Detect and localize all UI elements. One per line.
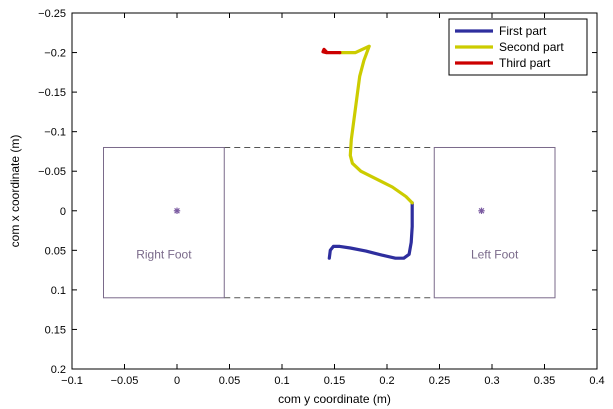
legend-entry: First part <box>499 24 547 38</box>
x-tick-label: 0.25 <box>429 375 450 387</box>
foot-center-marker <box>174 207 180 214</box>
x-tick-label: 0.4 <box>589 375 604 387</box>
foot-label: Right Foot <box>136 247 192 261</box>
y-tick-label: 0.1 <box>51 285 66 297</box>
series-line <box>327 201 414 260</box>
y-tick-label: −0.25 <box>38 8 66 20</box>
foot-box <box>103 146 225 299</box>
series-line <box>338 44 414 205</box>
x-axis-label: com y coordinate (m) <box>278 392 391 406</box>
series-line <box>321 47 342 55</box>
foot-label: Left Foot <box>471 247 519 261</box>
x-tick-label: 0.35 <box>534 375 555 387</box>
legend-entry: Second part <box>499 40 564 54</box>
x-tick-label: 0.1 <box>274 375 289 387</box>
y-tick-label: 0 <box>60 206 66 218</box>
feet-layer: Right Foot Left Foot <box>103 146 556 299</box>
x-tick-label: −0.05 <box>111 375 139 387</box>
y-tick-label: −0.15 <box>38 87 66 99</box>
legend-entry: Third part <box>499 56 551 70</box>
y-tick-label: −0.2 <box>44 48 66 60</box>
x-tick-label: 0.05 <box>219 375 240 387</box>
x-tick-label: 0.3 <box>484 375 499 387</box>
y-axis-label: com x coordinate (m) <box>8 135 22 248</box>
y-tick-label: 0.15 <box>45 324 66 336</box>
x-tick-label: 0.15 <box>324 375 345 387</box>
foot-box <box>433 146 556 299</box>
y-tick-label: 0.05 <box>45 245 66 257</box>
series-layer <box>321 44 414 260</box>
legend: First part Second part Third part <box>448 18 588 76</box>
x-tick-label: 0.2 <box>379 375 394 387</box>
foot-center-marker <box>478 207 485 214</box>
y-tick-label: −0.1 <box>44 127 66 139</box>
y-tick-label: 0.2 <box>51 364 66 376</box>
y-tick-label: −0.05 <box>38 166 66 178</box>
ticks-layer: −0.1 −0.05 0 0.05 0.1 0.15 0.2 0.25 0.3 0.35 0.4 −0… <box>38 8 604 387</box>
x-tick-label: −0.1 <box>61 375 83 387</box>
x-tick-label: 0 <box>174 375 180 387</box>
